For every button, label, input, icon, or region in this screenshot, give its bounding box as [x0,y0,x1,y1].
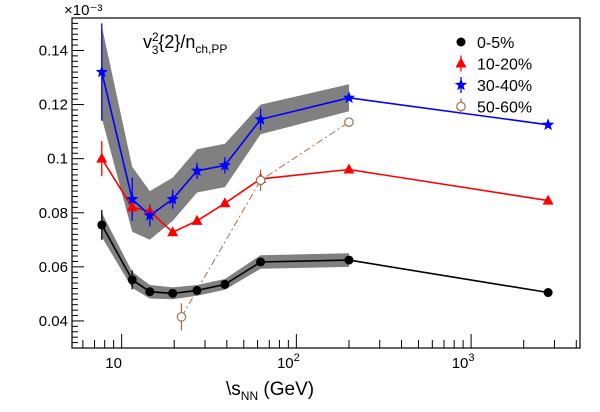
y-tick-label: 0.06 [39,259,68,276]
data-point [127,275,137,285]
data-point [344,117,354,127]
y-tick-label: 0.08 [39,205,68,222]
y-scale-label: ×10⁻³ [64,2,102,19]
y-tick-label: 0.04 [39,313,68,330]
data-point [95,65,108,78]
data-point [97,220,107,230]
data-point [219,197,231,208]
legend-marker [454,78,468,91]
data-point [254,112,267,125]
data-point [342,91,356,104]
data-point [542,194,554,205]
series-line-3 [181,121,350,318]
legend-label: 30-40% [477,78,532,95]
data-point [143,209,156,221]
x-tick-label: 102 [277,352,300,372]
x-tick-label: 10 [105,355,122,372]
legend-marker [455,57,467,68]
data-point [190,164,204,177]
x-tick-label: 103 [452,352,475,372]
data-point [344,255,354,265]
data-point [255,175,266,186]
data-point [166,192,179,205]
data-point [542,118,555,131]
data-point [168,288,178,298]
data-point [218,158,232,171]
y-tick-label: 0.12 [39,97,68,114]
legend: 0-5% 10-20% 30-40% 50-60% [454,35,532,117]
data-point [192,285,202,295]
x-axis-label: \sNN (GeV) [226,379,314,403]
data-point [96,152,108,163]
legend-marker [456,101,466,112]
legend-label: 0-5% [477,35,514,52]
data-point [220,279,230,289]
data-point [256,257,266,267]
data-point [145,287,155,297]
data-point [543,288,553,298]
legend-marker [456,37,466,47]
legend-label: 50-60% [477,100,532,117]
data-point [126,192,139,205]
y-tick-label: 0.14 [39,42,68,59]
legend-label: 10-20% [477,57,532,74]
data-point [167,226,179,237]
data-point [126,201,138,212]
data-point [176,312,187,322]
data-point [191,214,203,225]
y-tick-label: 0.1 [47,151,68,168]
chart-annotation: v2 3{2}/nch,PP [143,30,227,57]
data-point [343,163,355,174]
systematic-band-2 [101,26,349,240]
